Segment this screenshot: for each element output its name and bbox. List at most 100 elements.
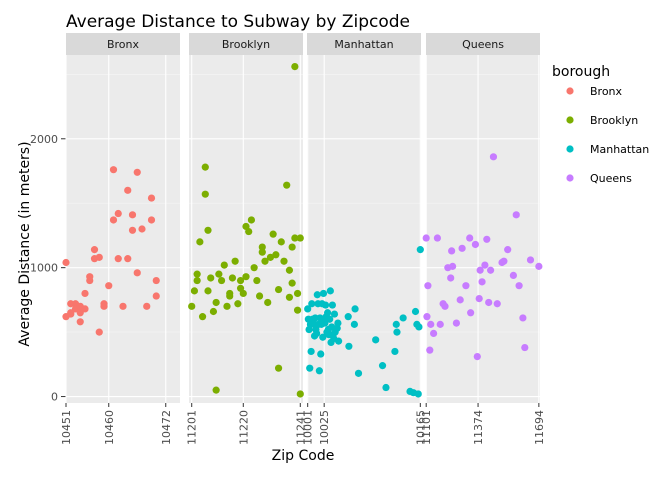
data-point	[354, 369, 363, 377]
data-point	[255, 292, 264, 300]
data-point	[478, 278, 486, 286]
data-point	[207, 274, 215, 282]
data-point	[274, 364, 283, 372]
x-tick-label: 10025	[318, 410, 331, 445]
facet-strip	[307, 33, 421, 55]
data-point	[519, 314, 527, 322]
data-point	[350, 320, 358, 328]
data-point	[324, 309, 332, 317]
data-point	[283, 181, 291, 189]
legend-title: borough	[552, 64, 610, 80]
data-point	[81, 305, 89, 313]
data-point	[391, 347, 399, 356]
data-point	[215, 270, 223, 278]
data-point	[328, 301, 337, 309]
data-point	[462, 282, 470, 290]
data-point	[62, 258, 70, 267]
data-point	[475, 295, 483, 303]
data-point	[81, 289, 89, 298]
data-point	[476, 266, 484, 274]
x-axis-title: Zip Code	[272, 448, 335, 464]
panels-layer: 0 1000 2000 Bronx 10451 10460 10472 Brooklyn 112…	[30, 33, 546, 445]
data-point	[321, 319, 329, 327]
data-point	[212, 298, 220, 307]
panel-background	[426, 55, 540, 403]
legend-label: Brooklyn	[590, 114, 638, 127]
data-point	[138, 225, 146, 233]
data-point	[330, 310, 339, 318]
data-point	[258, 243, 266, 251]
data-point	[321, 301, 330, 309]
data-point	[223, 302, 231, 310]
data-point	[293, 306, 302, 314]
data-point	[95, 328, 103, 336]
data-point	[245, 227, 253, 236]
data-point	[319, 289, 328, 298]
data-point	[319, 333, 327, 341]
data-point	[247, 216, 256, 224]
data-point	[277, 238, 285, 246]
data-point	[526, 256, 535, 264]
data-point	[447, 274, 455, 282]
data-point	[217, 276, 226, 285]
facet-panel-queens: Queens 11101 11374 11694	[420, 33, 546, 445]
data-point	[264, 298, 272, 307]
data-point	[143, 302, 151, 310]
data-point	[372, 336, 380, 344]
data-point	[261, 257, 269, 265]
data-point	[119, 302, 127, 310]
panel-background	[66, 55, 180, 403]
data-point	[466, 234, 474, 242]
data-point	[201, 190, 209, 198]
data-point	[114, 255, 122, 263]
data-point	[128, 226, 137, 234]
data-point	[334, 319, 342, 327]
x-tick-label: 11241	[294, 410, 307, 445]
data-point	[423, 313, 431, 321]
data-point	[296, 234, 304, 242]
data-point	[424, 282, 432, 290]
data-point	[147, 216, 156, 224]
data-point	[487, 266, 495, 274]
data-point	[253, 276, 261, 285]
data-point	[452, 319, 460, 327]
data-point	[76, 318, 84, 326]
y-axis-title: Average Distance (in meters)	[17, 141, 33, 346]
facet-panel-bronx: Bronx 10451 10460 10472	[60, 33, 180, 445]
data-point	[285, 293, 294, 301]
data-point	[228, 274, 237, 282]
data-point	[291, 63, 299, 71]
facet-strip	[426, 33, 540, 55]
data-point	[133, 269, 141, 277]
data-point	[291, 234, 299, 242]
data-point	[471, 240, 479, 249]
data-point	[326, 315, 334, 323]
data-point	[326, 287, 334, 295]
data-point	[296, 390, 304, 398]
data-point	[436, 320, 444, 328]
x-tick-label: 10472	[160, 410, 173, 445]
data-point	[308, 300, 316, 308]
data-point	[456, 296, 464, 304]
legend-key	[566, 116, 574, 124]
x-tick-label: 11220	[237, 410, 250, 445]
data-point	[307, 347, 315, 356]
data-point	[467, 309, 475, 317]
legend: borough Bronx Brooklyn Manhattan Queens	[552, 64, 649, 185]
chart-title: Average Distance to Subway by Zipcode	[66, 12, 410, 32]
data-point	[231, 257, 239, 265]
data-point	[190, 287, 199, 295]
data-point	[306, 364, 314, 372]
data-point	[449, 262, 457, 270]
data-point	[489, 153, 498, 161]
data-point	[226, 292, 234, 300]
data-point	[288, 243, 296, 251]
data-point	[392, 320, 400, 328]
data-point	[334, 337, 343, 345]
data-point	[458, 244, 466, 252]
data-point	[236, 276, 245, 285]
legend-label: Bronx	[590, 85, 623, 98]
data-point	[441, 302, 449, 310]
data-point	[293, 289, 302, 298]
data-point	[188, 302, 196, 310]
